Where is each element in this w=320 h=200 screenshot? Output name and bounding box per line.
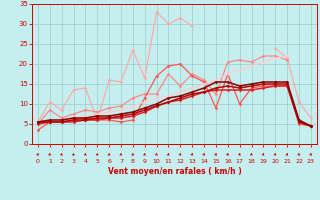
X-axis label: Vent moyen/en rafales ( km/h ): Vent moyen/en rafales ( km/h ) xyxy=(108,167,241,176)
